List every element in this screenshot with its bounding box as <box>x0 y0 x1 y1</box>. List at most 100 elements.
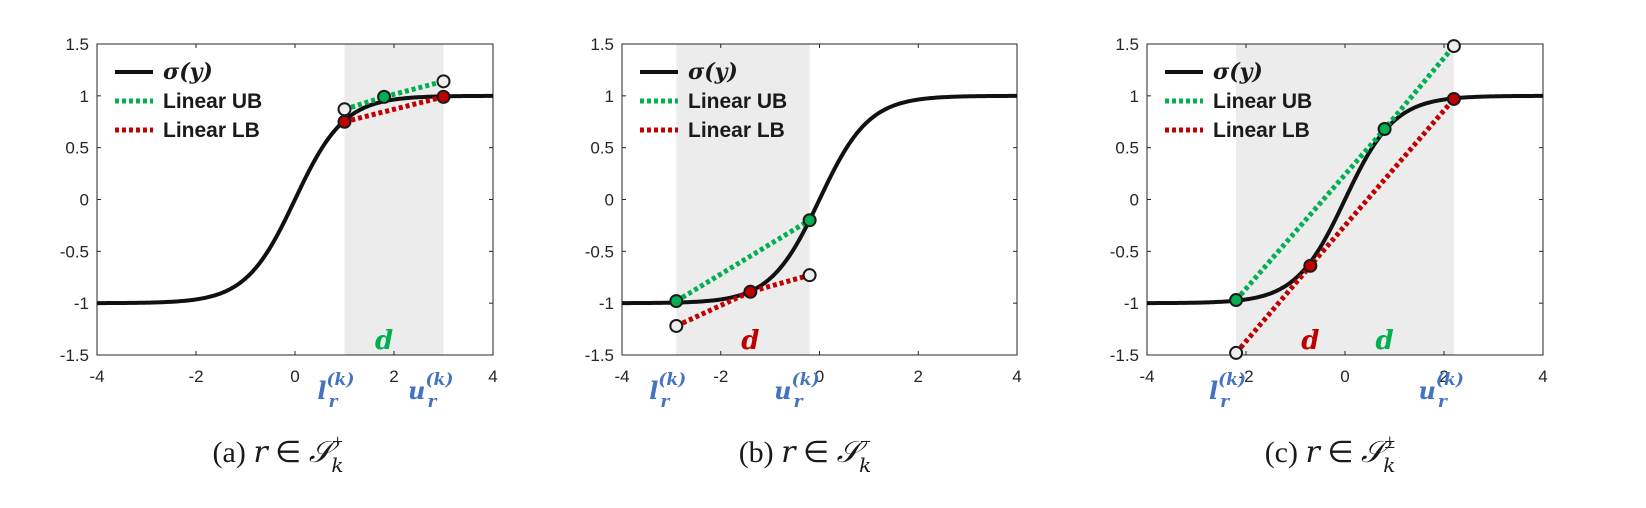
legend-entry-0: σ(y) <box>1213 59 1263 85</box>
x-tick-label: -2 <box>1238 367 1253 386</box>
legend-entry-1: Linear UB <box>1213 90 1312 113</box>
caption-sub: k <box>1383 453 1395 477</box>
bound-sup: (k) <box>426 370 454 390</box>
bound-base: l <box>1209 376 1218 405</box>
x-tick-label: 2 <box>914 367 923 386</box>
bound-base: l <box>649 376 658 405</box>
panel-b: -4 -2 0 2 4 1.5 1 0.5 0 -0.5 -1 -1.5 σ(y) Linear UB Li… <box>585 35 1022 477</box>
panel-caption: (c) r ∈ 𝒮± k <box>1265 431 1396 477</box>
caption-rel: ∈ <box>268 436 309 469</box>
y-tick-label: 1.5 <box>65 35 89 54</box>
marker-white <box>337 102 352 117</box>
x-tick-label: 4 <box>488 367 497 386</box>
legend-entry-1: Linear UB <box>688 90 787 113</box>
caption-rel: ∈ <box>1320 436 1361 469</box>
caption-var: r <box>253 435 269 470</box>
y-tick-label: 0 <box>1130 191 1139 210</box>
y-tick-label: 0.5 <box>590 139 614 158</box>
panel-a: -4 -2 0 2 4 1.5 1 0.5 0 -0.5 -1 -1.5 σ(y) Linear UB Li… <box>60 35 498 477</box>
caption-sub: k <box>859 453 871 477</box>
y-tick-label: -1.5 <box>585 346 614 365</box>
y-tick-label: 0 <box>80 191 89 210</box>
bound-sub: r <box>329 392 339 412</box>
legend-entry-0: σ(y) <box>163 59 213 85</box>
x-tick-label: -2 <box>188 367 203 386</box>
y-tick-label: 1.5 <box>590 35 614 54</box>
x-tick-label: 2 <box>1439 367 1448 386</box>
marker-green <box>1377 122 1392 137</box>
y-tick-label: 1 <box>1130 87 1139 106</box>
d-label: d <box>375 326 393 356</box>
sigmoid-curve <box>621 93 1018 306</box>
y-tick-label: -1 <box>599 294 614 313</box>
marker-white <box>1446 39 1461 54</box>
x-tick-label: 0 <box>815 367 824 386</box>
caption-sub: k <box>331 453 343 477</box>
bound-base: u <box>1418 376 1435 405</box>
marker-green <box>1229 293 1244 308</box>
caption-sup: + <box>332 431 343 453</box>
panel-c: -4 -2 0 2 4 1.5 1 0.5 0 -0.5 -1 -1.5 σ(y) Linear UB Li… <box>1110 35 1548 477</box>
caption-prefix: (b) <box>739 436 781 469</box>
x-tick-label: 2 <box>389 367 398 386</box>
bound-base: u <box>774 376 791 405</box>
bound-sup: (k) <box>327 370 355 390</box>
bound-sup: (k) <box>658 370 686 390</box>
marker-green <box>802 213 817 228</box>
upper-bound-label: u (k)r <box>408 370 453 412</box>
bound-sub: r <box>1220 392 1230 412</box>
x-tick-label: 4 <box>1538 367 1547 386</box>
marker-red <box>1446 91 1461 106</box>
lower-bound-label: l (k)r <box>317 370 354 412</box>
x-tick-label: 0 <box>290 367 299 386</box>
lower-bound-label: l (k)r <box>1209 370 1246 412</box>
caption-prefix: (a) <box>213 436 254 469</box>
y-tick-label: 1.5 <box>1115 35 1139 54</box>
x-tick-label: -4 <box>614 367 629 386</box>
linear-lb-line <box>675 272 811 329</box>
legend-entry-0: σ(y) <box>688 59 738 85</box>
bound-sup: (k) <box>1218 370 1246 390</box>
x-tick-label: -4 <box>1139 367 1154 386</box>
caption-rel: ∈ <box>796 436 837 469</box>
bound-base: l <box>317 376 326 405</box>
bound-base: u <box>408 376 425 405</box>
x-tick-label: -4 <box>89 367 104 386</box>
d-label: d <box>1301 326 1319 356</box>
caption-sup: − <box>860 431 871 453</box>
marker-red <box>337 114 352 129</box>
y-tick-label: -0.5 <box>585 242 614 261</box>
y-tick-label: 0 <box>605 191 614 210</box>
caption-var: r <box>1305 435 1321 470</box>
marker-white <box>669 318 684 333</box>
panel-caption: (b) r ∈ 𝒮− k <box>739 431 872 477</box>
bound-sup: (k) <box>1436 370 1464 390</box>
panel-caption: (a) r ∈ 𝒮+ k <box>213 431 344 477</box>
marker-red <box>743 284 758 299</box>
x-tick-label: -2 <box>713 367 728 386</box>
linear-ub-line <box>675 218 811 304</box>
shaded-interval <box>344 44 444 355</box>
y-tick-label: 0.5 <box>65 139 89 158</box>
y-tick-label: -1 <box>1124 294 1139 313</box>
y-tick-label: 1 <box>80 87 89 106</box>
y-tick-label: -0.5 <box>1110 242 1139 261</box>
legend-entry-2: Linear LB <box>1213 119 1310 142</box>
d-label: d <box>1376 326 1394 356</box>
legend-entry-1: Linear UB <box>163 90 262 113</box>
y-tick-label: -1.5 <box>60 346 89 365</box>
y-tick-label: 1 <box>605 87 614 106</box>
bound-sub: r <box>428 392 438 412</box>
upper-bound-label: u (k)r <box>774 370 819 412</box>
marker-red <box>436 89 451 104</box>
bound-sup: (k) <box>792 370 820 390</box>
lower-bound-label: l (k)r <box>649 370 686 412</box>
y-tick-label: -0.5 <box>60 242 89 261</box>
y-tick-label: -1.5 <box>1110 346 1139 365</box>
upper-bound-label: u (k)r <box>1418 370 1463 412</box>
y-tick-label: -1 <box>74 294 89 313</box>
x-tick-label: 4 <box>1012 367 1021 386</box>
y-tick-label: 0.5 <box>1115 139 1139 158</box>
d-label: d <box>741 326 759 356</box>
